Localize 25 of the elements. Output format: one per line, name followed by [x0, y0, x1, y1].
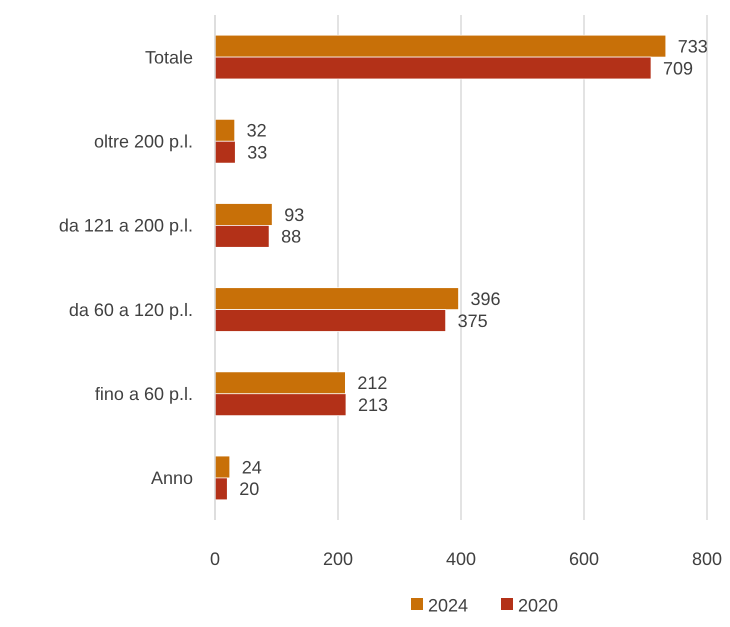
x-tick-label: 600 — [568, 549, 600, 569]
data-label: 213 — [358, 394, 388, 415]
y-tick-label: fino a 60 p.l. — [94, 384, 193, 404]
data-label: 93 — [284, 204, 304, 225]
y-tick-label: da 121 a 200 p.l. — [58, 216, 193, 236]
x-tick-label: 800 — [692, 549, 722, 569]
y-tick-label: Anno — [150, 468, 193, 488]
x-tick-label: 0 — [210, 549, 220, 569]
x-tick-label: 200 — [322, 549, 354, 569]
y-tick-label: oltre 200 p.l. — [94, 132, 193, 152]
x-tick-label: 400 — [446, 549, 476, 569]
y-tick-label: da 60 a 120 p.l. — [68, 300, 193, 320]
data-label: 709 — [663, 58, 694, 78]
data-label: 733 — [678, 36, 708, 56]
data-label: 33 — [247, 142, 268, 162]
data-label: 24 — [242, 457, 262, 478]
data-label: 212 — [357, 373, 388, 394]
y-tick-label: Totale — [144, 47, 193, 68]
data-label: 396 — [470, 288, 501, 309]
data-label: 375 — [458, 310, 488, 331]
data-label: 32 — [246, 120, 267, 141]
data-label: 20 — [239, 479, 260, 500]
legend-label: 2020 — [518, 595, 558, 616]
data-label: 88 — [281, 226, 302, 247]
legend-label: 2024 — [428, 595, 468, 616]
